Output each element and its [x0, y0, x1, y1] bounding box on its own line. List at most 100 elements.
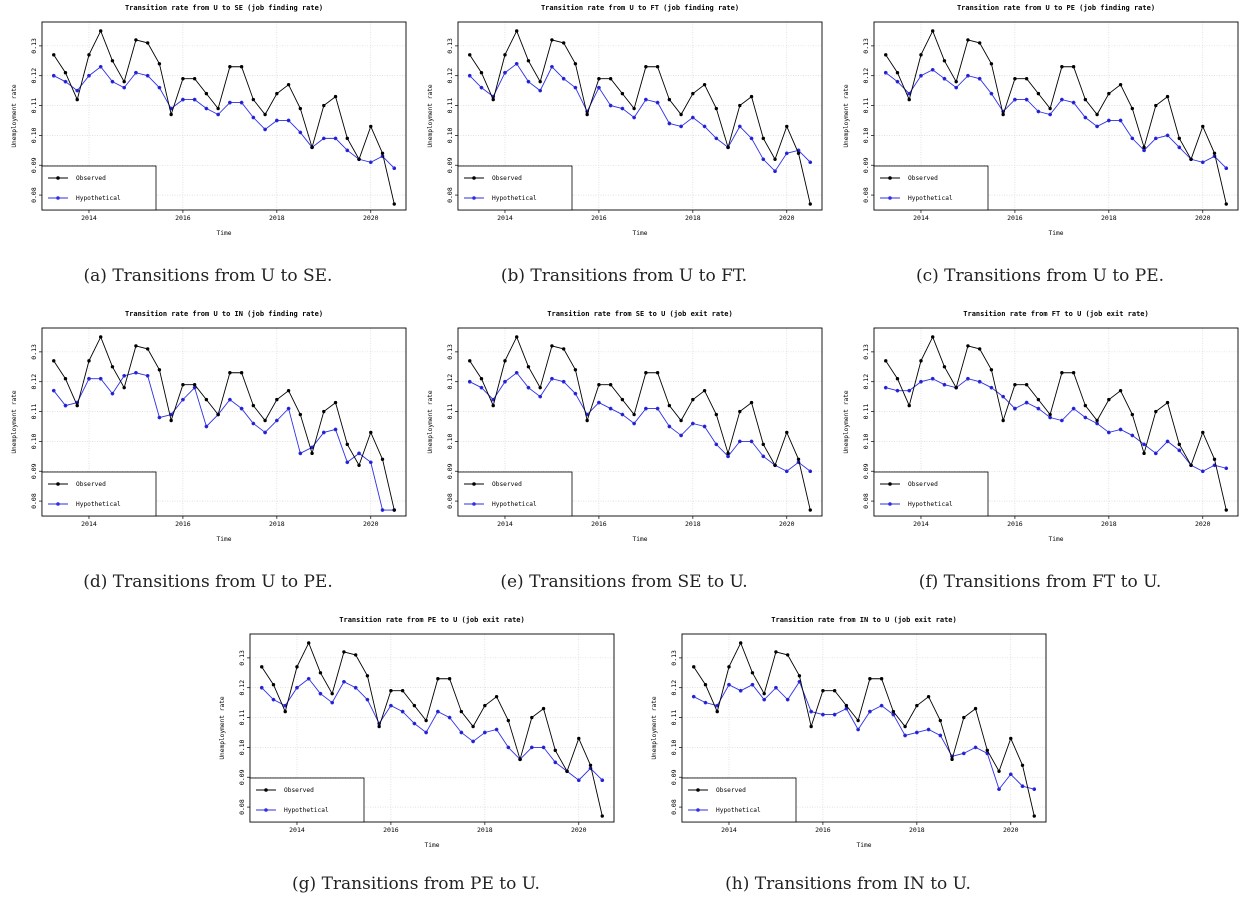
- point-observed: [597, 76, 601, 81]
- x-tick-label: 2014: [289, 826, 305, 834]
- caption-g: (g) Transitions from PE to U.: [292, 874, 540, 894]
- point-hypothetical-star: [1200, 160, 1205, 165]
- point-hypothetical-star: [784, 469, 789, 474]
- point-hypothetical-star: [263, 127, 267, 132]
- point-observed: [679, 112, 683, 117]
- point-hypothetical-star: [576, 778, 581, 783]
- y-tick-label: 0.09: [30, 463, 38, 479]
- y-tick-label: 0.10: [238, 739, 246, 755]
- series-line-hypothetical: [53, 372, 395, 511]
- point-hypothetical-star: [459, 730, 464, 735]
- point-observed: [110, 365, 115, 369]
- x-tick-label: 2014: [913, 520, 929, 528]
- legend-marker-hypothetical: [888, 196, 892, 200]
- point-observed: [907, 97, 911, 102]
- point-observed: [1177, 136, 1181, 141]
- point-observed: [134, 38, 138, 42]
- point-hypothetical-star: [479, 85, 484, 90]
- y-tick-label: 0.09: [670, 769, 678, 785]
- point-hypothetical-star: [192, 97, 197, 102]
- point-hypothetical-star: [353, 685, 358, 690]
- chart-title: Transition rate from SE to U (job exit r…: [547, 310, 732, 318]
- point-hypothetical-star: [436, 709, 440, 714]
- point-hypothetical-star: [412, 721, 417, 726]
- point-observed: [239, 65, 244, 69]
- point-hypothetical-star: [962, 751, 966, 756]
- point-hypothetical-star: [1013, 97, 1017, 102]
- point-hypothetical-star: [891, 712, 896, 717]
- point-observed: [503, 53, 507, 57]
- point-observed: [667, 97, 672, 102]
- point-observed: [1165, 94, 1170, 99]
- point-observed: [915, 703, 919, 708]
- point-observed: [561, 347, 566, 351]
- caption-a: (a) Transitions from U to SE.: [83, 266, 333, 286]
- point-observed: [895, 377, 900, 381]
- series-line-hypothetical: [885, 378, 1227, 472]
- point-hypothetical-star: [702, 124, 707, 129]
- y-tick-label: 0.09: [238, 769, 246, 785]
- y-tick-label: 0.08: [670, 799, 678, 815]
- chart-c: Transition rate from U to PE (job findin…: [843, 4, 1239, 237]
- y-tick-label: 0.10: [862, 127, 870, 143]
- point-hypothetical-star: [98, 64, 103, 69]
- point-observed: [491, 403, 495, 408]
- point-observed: [702, 388, 707, 393]
- point-hypothetical-star: [157, 415, 162, 420]
- legend-label-hypothetical: Hypothetical: [492, 195, 537, 202]
- x-axis-label: Time: [425, 842, 440, 849]
- point-observed: [895, 71, 900, 75]
- point-observed: [204, 397, 209, 402]
- y-axis-label: Unemployment rate: [843, 84, 850, 148]
- point-observed: [907, 403, 911, 408]
- point-observed: [844, 703, 849, 708]
- panel-d: Transition rate from U to IN (job findin…: [0, 306, 416, 606]
- point-hypothetical-star: [251, 115, 256, 120]
- point-hypothetical-star: [298, 451, 303, 456]
- point-observed: [797, 674, 802, 678]
- point-observed: [515, 335, 519, 339]
- legend-label-observed: Observed: [76, 481, 106, 488]
- point-hypothetical-star: [655, 406, 660, 411]
- point-observed: [808, 202, 812, 206]
- chart-title: Transition rate from U to IN (job findin…: [125, 310, 323, 318]
- plot-frame: [873, 327, 1239, 517]
- y-tick-label: 0.10: [446, 433, 454, 449]
- point-observed: [573, 368, 578, 372]
- point-hypothetical-star: [1224, 166, 1229, 171]
- point-observed: [491, 97, 495, 102]
- chart-title: Transition rate from IN to U (job exit r…: [771, 616, 956, 624]
- point-observed: [369, 430, 373, 435]
- plot-frame: [249, 633, 615, 823]
- point-observed: [342, 650, 346, 654]
- point-observed: [931, 29, 935, 33]
- point-observed: [809, 724, 813, 729]
- point-observed: [715, 709, 719, 714]
- chart-g: Transition rate from PE to U (job exit r…: [219, 616, 615, 849]
- point-hypothetical-star: [726, 454, 730, 459]
- point-hypothetical-star: [550, 376, 554, 381]
- point-observed: [1020, 763, 1025, 768]
- point-observed: [608, 382, 613, 387]
- point-observed: [447, 677, 452, 681]
- point-observed: [749, 94, 754, 99]
- point-hypothetical-star: [479, 385, 484, 390]
- point-observed: [1201, 124, 1205, 129]
- y-tick-label: 0.12: [446, 68, 454, 84]
- point-hypothetical-star: [644, 97, 648, 102]
- point-hypothetical-star: [447, 715, 452, 720]
- point-observed: [459, 709, 464, 714]
- x-tick-label: 2020: [779, 214, 795, 222]
- x-tick-label: 2018: [477, 826, 493, 834]
- point-observed: [145, 347, 150, 351]
- point-observed: [52, 359, 56, 363]
- legend-box: [457, 165, 573, 211]
- point-observed: [1118, 82, 1123, 87]
- point-hypothetical-star: [926, 727, 931, 732]
- point-hypothetical-star: [216, 112, 220, 117]
- point-hypothetical-star: [122, 85, 126, 90]
- point-observed: [333, 94, 338, 99]
- point-hypothetical-star: [750, 682, 755, 687]
- x-axis-label: Time: [857, 842, 872, 849]
- point-hypothetical-star: [691, 694, 696, 699]
